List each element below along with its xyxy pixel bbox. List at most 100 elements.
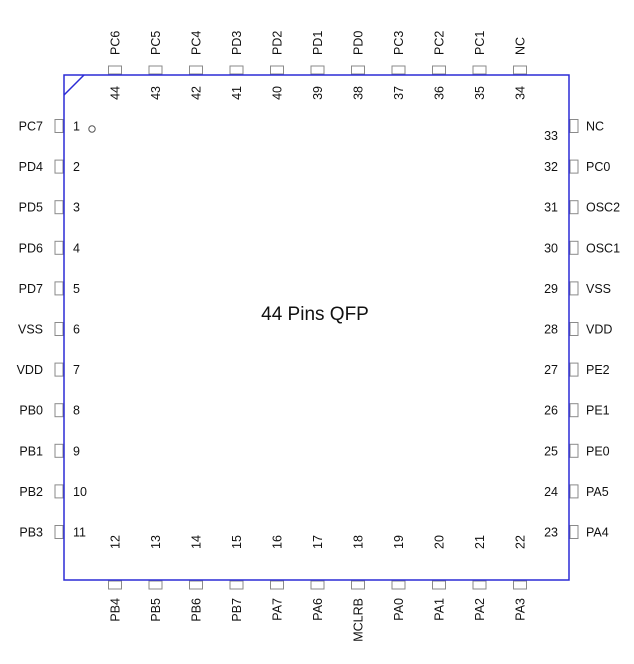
pin-name: VSS — [18, 323, 43, 337]
pin-name: PC7 — [19, 120, 43, 134]
pin-number: 17 — [311, 535, 325, 549]
pin-number: 24 — [544, 485, 558, 499]
pin-name: PC5 — [149, 31, 163, 55]
pin-number: 29 — [544, 282, 558, 296]
pin-pad — [569, 159, 579, 174]
pin-number: 8 — [73, 404, 80, 418]
pin-name: PB1 — [19, 444, 43, 458]
pin-number: 38 — [352, 86, 366, 100]
pin-number: 41 — [230, 86, 244, 100]
pin-number: 31 — [544, 201, 558, 215]
pin-number: 11 — [73, 526, 86, 540]
pin-number: 10 — [73, 485, 87, 499]
pin-name: PC1 — [473, 31, 487, 55]
pin-number: 18 — [352, 535, 366, 549]
pin-name: PC6 — [109, 31, 123, 55]
pin-name: OSC2 — [586, 201, 620, 215]
pin-number: 33 — [544, 129, 558, 143]
pin-number: 19 — [392, 535, 406, 549]
pin-pad — [513, 65, 527, 75]
pin-pad — [54, 484, 64, 499]
pin-number: 12 — [109, 535, 123, 549]
pin-name: PE1 — [586, 404, 610, 418]
pin-pad — [569, 200, 579, 215]
pin-name: PB5 — [149, 598, 163, 622]
pin-name: PD1 — [311, 31, 325, 55]
pin-name: PD5 — [19, 201, 43, 215]
pin-number: 20 — [433, 535, 447, 549]
pin-name: PD7 — [19, 282, 43, 296]
pin-name: PB0 — [19, 404, 43, 418]
pin-pad — [569, 484, 579, 499]
pin-pad — [472, 580, 487, 590]
pin-name: PE0 — [586, 444, 610, 458]
pin-pad — [229, 65, 244, 75]
pin-number: 26 — [544, 404, 558, 418]
pin-number: 14 — [190, 535, 204, 549]
pin-pad — [472, 65, 487, 75]
pin-pad — [513, 580, 527, 590]
pin-number: 5 — [73, 282, 80, 296]
pin-name: PB7 — [230, 598, 244, 622]
pin-pad — [351, 580, 365, 590]
pin-number: 35 — [473, 86, 487, 100]
pin-1-corner-notch — [63, 74, 85, 96]
pin-pad — [270, 580, 284, 590]
pin-number: 43 — [149, 86, 163, 100]
pin-name: PB3 — [19, 526, 43, 540]
pin-pad — [569, 281, 579, 296]
pin-pad — [391, 580, 406, 590]
pin-name: NC — [514, 37, 528, 55]
pin-name: PA6 — [311, 598, 325, 621]
pin-number: 7 — [73, 363, 80, 377]
pin-pad — [569, 240, 579, 255]
pin-number: 16 — [271, 535, 285, 549]
pin-pad — [108, 580, 122, 590]
pin-pad — [229, 580, 244, 590]
pin-pad — [54, 362, 64, 377]
pin-name: PD3 — [230, 31, 244, 55]
pin-number: 15 — [230, 535, 244, 549]
pin-name: PD6 — [19, 241, 43, 255]
pin-name: MCLRB — [352, 598, 366, 642]
pin-pad — [54, 525, 64, 539]
pin-pad — [54, 443, 64, 458]
pins-layer: PC7 1 PD4 2 PD5 3 PD6 4 PD7 5 VSS 6 VDD 7 PB0 8 PB1 9 PB2 1… — [17, 31, 620, 642]
pin-number: 1 — [73, 120, 80, 134]
pin-pad — [148, 65, 163, 75]
pin-number: 27 — [544, 363, 558, 377]
pin-name: VDD — [586, 323, 612, 337]
pin-name: PE2 — [586, 363, 610, 377]
pin-pad — [54, 200, 64, 215]
pin-name: VSS — [586, 282, 611, 296]
pin-name: PA5 — [586, 485, 609, 499]
pin-name: PB6 — [190, 598, 204, 622]
pin-number: 21 — [473, 535, 487, 549]
pin-1-indicator-circle — [88, 125, 96, 133]
pin-pad — [54, 403, 64, 418]
pin-number: 30 — [544, 241, 558, 255]
pin-name: PA4 — [586, 526, 609, 540]
pin-pad — [391, 65, 406, 75]
chip-body — [63, 74, 570, 581]
pin-number: 2 — [73, 160, 80, 174]
pin-pad — [310, 65, 325, 75]
pin-name: PA3 — [514, 598, 528, 621]
pin-number: 23 — [544, 526, 558, 540]
pin-pad — [432, 65, 446, 75]
pin-name: PA0 — [392, 598, 406, 621]
pin-pad — [270, 65, 284, 75]
pin-pad — [108, 65, 122, 75]
pin-name: PB2 — [19, 485, 43, 499]
pin-name: NC — [586, 120, 604, 134]
chip-title: 44 Pins QFP — [261, 304, 369, 325]
pin-name: PA1 — [433, 598, 447, 621]
pin-name: PD2 — [271, 31, 285, 55]
pin-name: PD4 — [19, 160, 43, 174]
pin-number: 40 — [271, 86, 285, 100]
pin-name: PD0 — [352, 31, 366, 55]
pin-pad — [54, 159, 64, 174]
pin-pad — [148, 580, 163, 590]
pin-pad — [189, 580, 203, 590]
pin-pad — [54, 281, 64, 296]
